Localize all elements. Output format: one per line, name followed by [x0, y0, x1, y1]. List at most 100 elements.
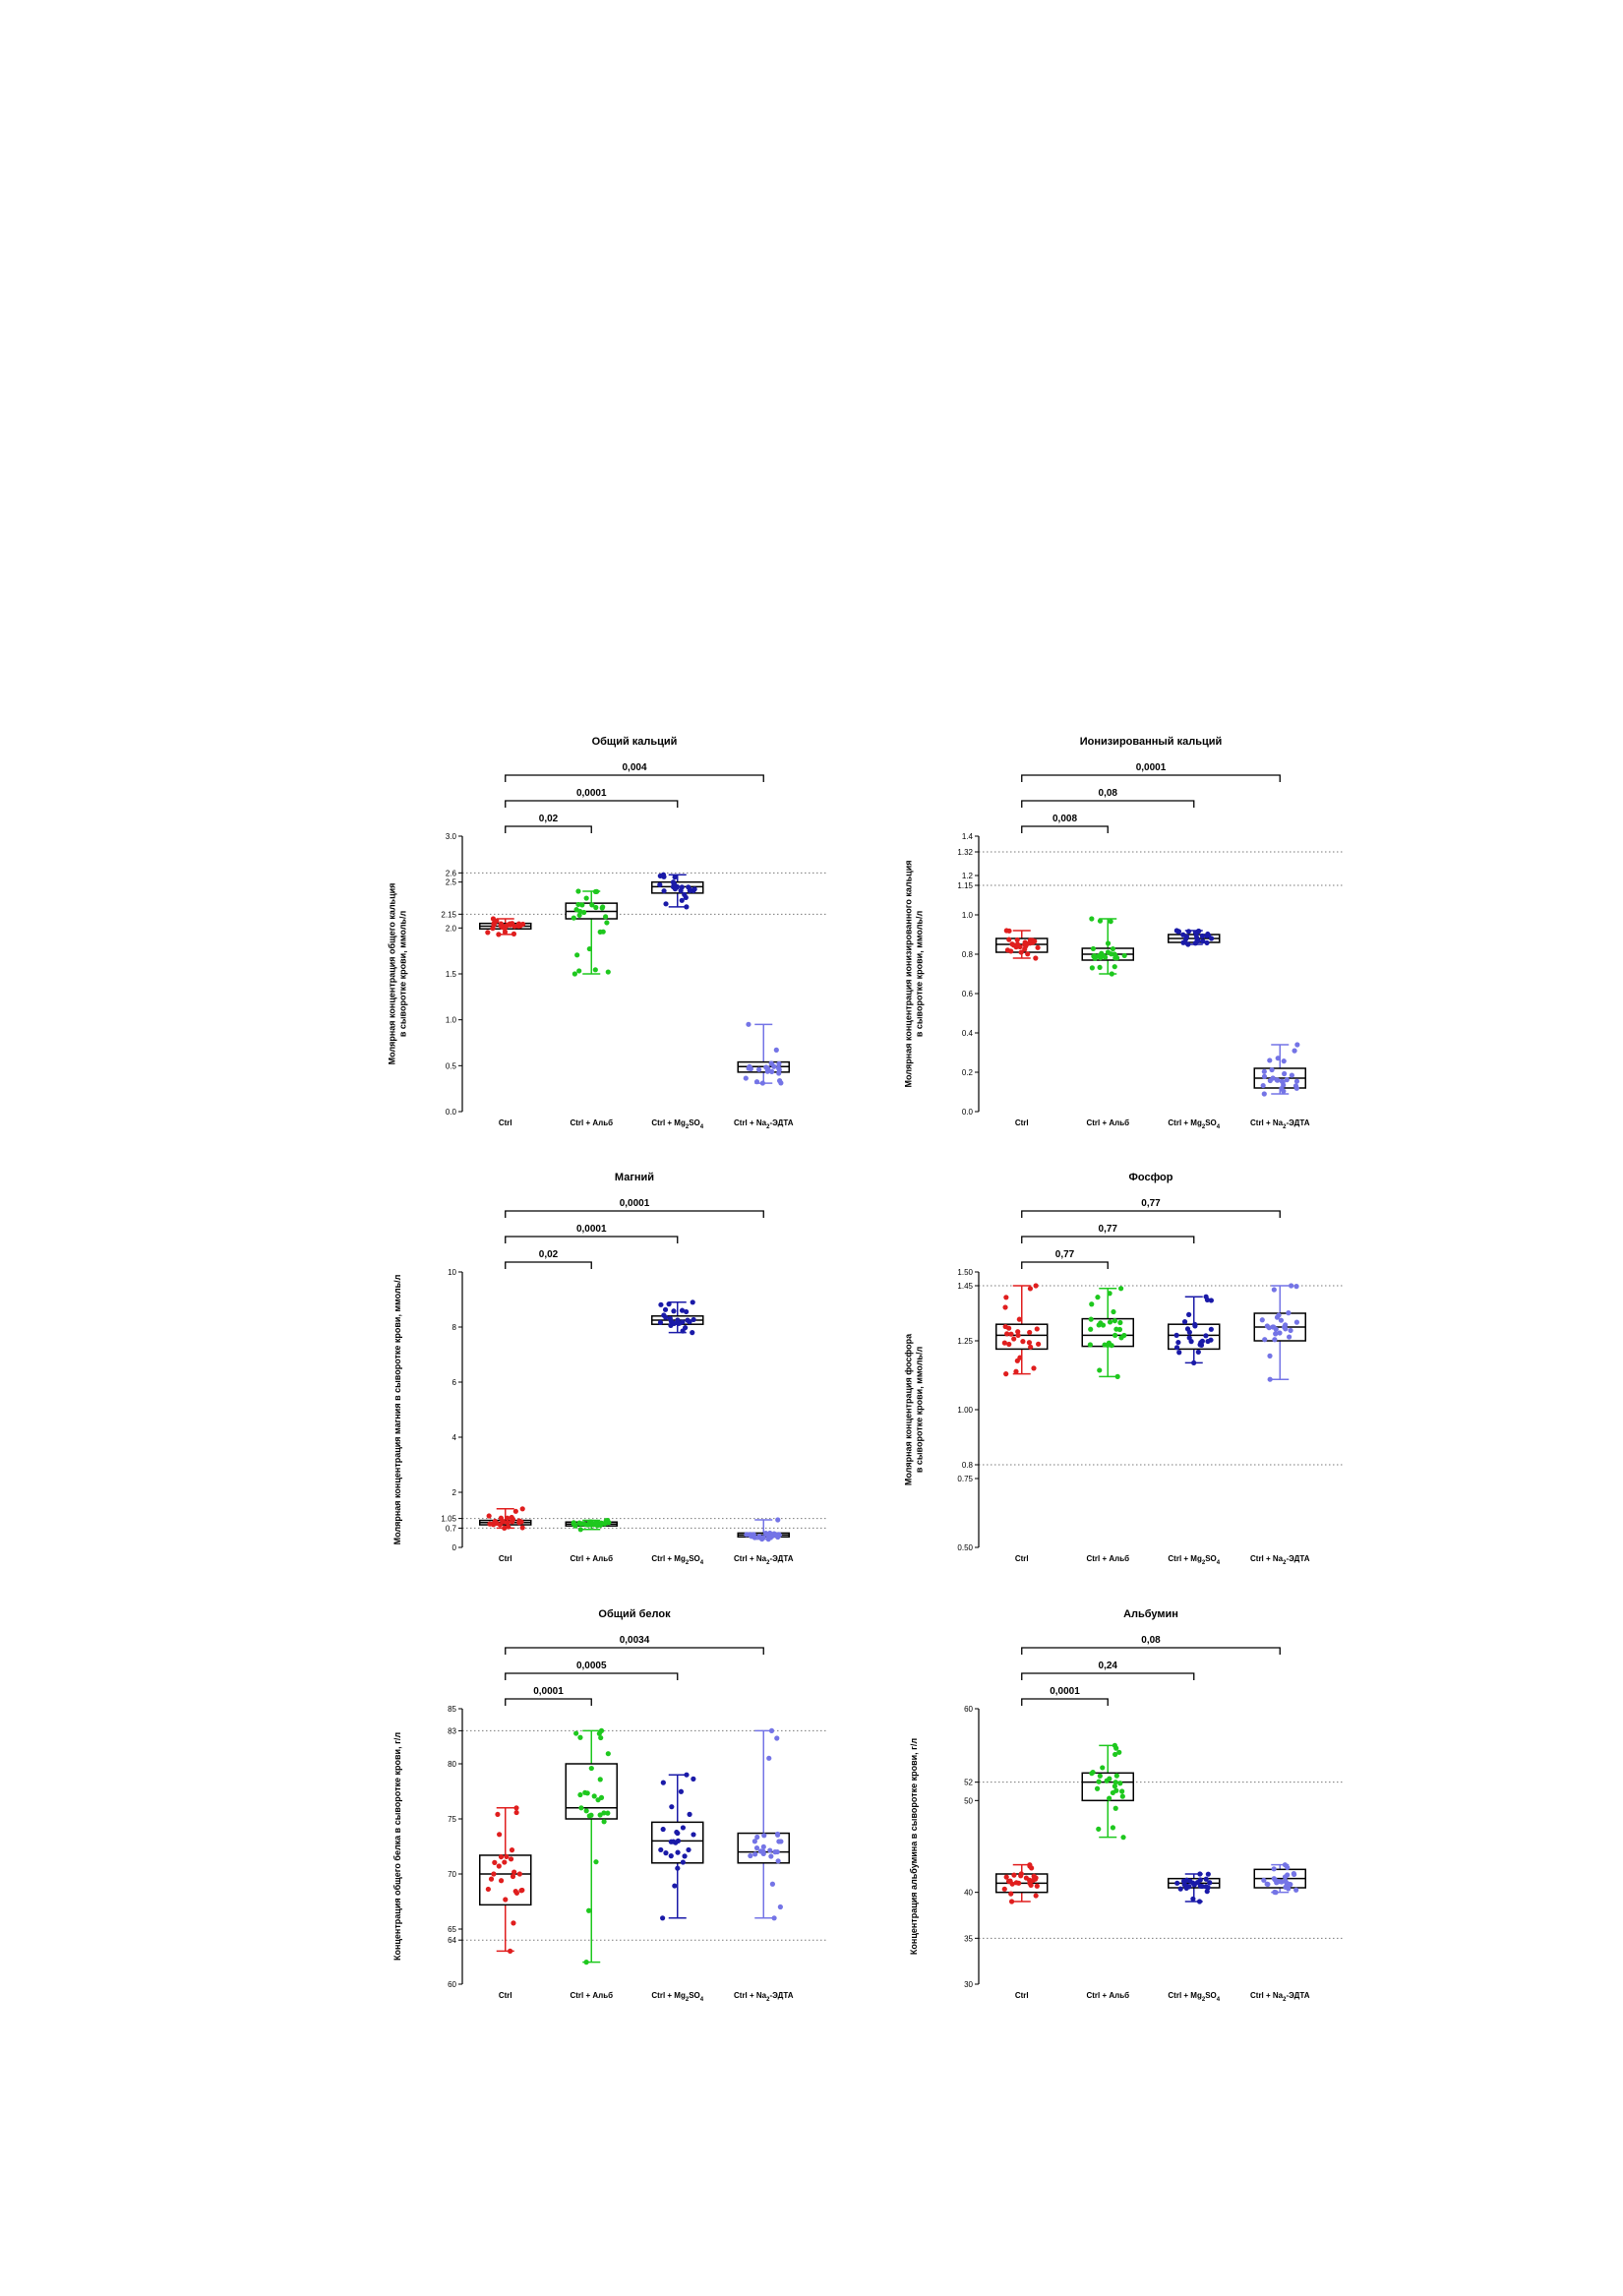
data-point	[582, 1789, 588, 1795]
y-axis-label: Концентрация альбумина в сыворотке крови…	[909, 1738, 919, 1955]
significance-bracket	[1021, 774, 1281, 782]
data-point	[1112, 1783, 1118, 1789]
data-point	[1003, 1874, 1009, 1880]
box-group-1	[1081, 916, 1134, 977]
data-point	[774, 1848, 780, 1855]
data-point	[1261, 1091, 1267, 1097]
data-point	[1199, 1883, 1205, 1890]
x-category-label: Ctrl	[499, 1118, 512, 1127]
data-point	[774, 1735, 780, 1741]
y-tick-label: 1.0	[962, 911, 974, 920]
data-point	[1285, 1872, 1291, 1878]
y-axis-label-line: в сыворотке крови, ммоль/л	[915, 911, 925, 1038]
data-point	[1024, 940, 1030, 947]
data-point	[490, 926, 496, 932]
data-point	[744, 1532, 750, 1538]
box-group-0	[479, 1506, 532, 1531]
data-point	[1089, 1771, 1095, 1777]
data-point	[1113, 1745, 1119, 1751]
data-point	[773, 1047, 779, 1053]
data-point	[1269, 1066, 1275, 1073]
data-point	[1176, 1350, 1182, 1356]
data-point	[1173, 1332, 1179, 1338]
y-axis-label-line: в сыворотке крови, ммоль/л	[915, 1347, 925, 1474]
y-tick-label: 0.4	[962, 1029, 974, 1038]
data-point	[768, 1060, 774, 1066]
y-tick-label: 60	[448, 1980, 456, 1989]
p-value-label: 0,0034	[620, 1635, 650, 1646]
data-point	[1109, 1343, 1114, 1349]
data-point	[1291, 1871, 1296, 1877]
y-tick-label: 10	[448, 1268, 456, 1277]
data-point	[1175, 929, 1182, 935]
data-point	[657, 881, 663, 888]
significance-bracket	[505, 1236, 679, 1243]
x-category-label: Ctrl + Альб	[570, 1991, 613, 2000]
chart-title: Ионизированный кальций	[1080, 736, 1223, 748]
box-group-3	[1253, 1042, 1306, 1097]
data-point	[755, 1066, 762, 1072]
data-point	[765, 1533, 771, 1539]
data-point	[601, 1810, 607, 1816]
y-axis-label: Молярная концентрация общего кальция в сы…	[388, 883, 408, 1065]
data-point	[1272, 1889, 1278, 1896]
chart-title: Общий кальций	[592, 736, 678, 748]
data-point	[1002, 1323, 1008, 1330]
data-point	[1101, 953, 1107, 959]
y-tick-label: 80	[448, 1760, 456, 1769]
data-point	[1105, 949, 1112, 955]
data-point	[1094, 1785, 1101, 1791]
data-point	[583, 895, 589, 901]
data-point	[1107, 1776, 1112, 1782]
significance-bracket	[1021, 1261, 1109, 1269]
y-axis-label-line: Молярная концентрация ионизированного ка…	[904, 861, 914, 1088]
significance-bracket	[505, 1698, 592, 1706]
data-point	[1105, 940, 1112, 946]
data-point	[1173, 1345, 1180, 1351]
data-point	[519, 1525, 525, 1531]
data-point	[691, 1776, 696, 1782]
data-point	[1284, 1077, 1290, 1083]
data-point	[597, 1777, 603, 1782]
data-point	[1274, 1880, 1280, 1886]
data-point	[1001, 1340, 1007, 1346]
data-point	[657, 1319, 664, 1326]
data-point	[1205, 1885, 1211, 1891]
data-point	[761, 1833, 767, 1839]
data-point	[1281, 1058, 1287, 1064]
data-point	[485, 1886, 491, 1893]
box-group-0	[995, 1283, 1049, 1377]
data-point	[605, 969, 611, 975]
data-point	[577, 1527, 583, 1533]
data-point	[1293, 1319, 1300, 1325]
data-point	[775, 1517, 781, 1523]
p-value-label: 0,77	[1141, 1198, 1161, 1209]
data-point	[1292, 1083, 1299, 1089]
data-point	[1006, 1341, 1012, 1348]
data-point	[1195, 1349, 1201, 1356]
significance-bracket	[1021, 1210, 1281, 1218]
data-point	[680, 1825, 687, 1831]
data-point	[1105, 1342, 1111, 1349]
significance-bracket	[505, 1261, 592, 1269]
data-point	[684, 904, 690, 910]
data-point	[1087, 1342, 1093, 1348]
x-category-label: Ctrl + Альб	[1086, 1991, 1129, 2000]
y-tick-label: 0.75	[957, 1475, 973, 1483]
data-point	[661, 888, 667, 894]
data-point	[682, 1853, 688, 1859]
data-point	[1002, 1304, 1008, 1310]
data-point	[688, 886, 693, 893]
data-point	[671, 1320, 677, 1326]
data-point	[597, 1812, 603, 1818]
data-point	[511, 1920, 516, 1926]
data-point	[1205, 1871, 1211, 1877]
box-group-0	[995, 928, 1049, 961]
data-point	[593, 1859, 599, 1865]
data-point	[1264, 1881, 1270, 1887]
data-point	[1121, 952, 1127, 959]
data-point	[513, 1890, 520, 1896]
data-point	[576, 968, 582, 974]
y-tick-label: 0	[452, 1543, 457, 1552]
box-group-2	[1168, 1294, 1221, 1365]
